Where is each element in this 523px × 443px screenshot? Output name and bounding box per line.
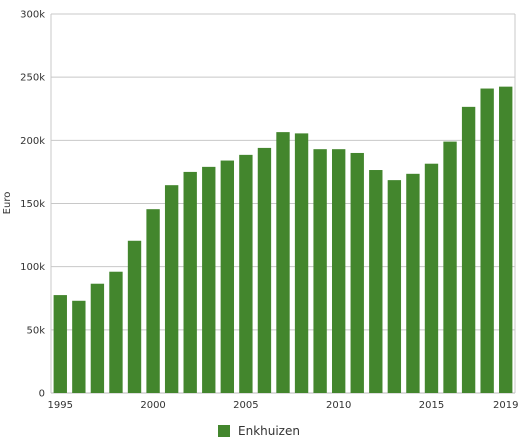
bar-1998[interactable] xyxy=(109,271,123,393)
legend[interactable]: Enkhuizen xyxy=(218,424,300,438)
bar-1995[interactable] xyxy=(53,295,67,393)
y-tick-label: 50k xyxy=(26,325,45,336)
x-tick-label: 2005 xyxy=(233,400,258,411)
legend-swatch xyxy=(218,425,230,437)
bar-2005[interactable] xyxy=(239,154,253,393)
x-tick-label: 2000 xyxy=(140,400,165,411)
x-tick-labels: 1995 2000 2005 2010 2015 2019 xyxy=(48,400,519,411)
bars xyxy=(53,86,513,394)
bar-2012[interactable] xyxy=(369,170,383,393)
x-tick-label: 1995 xyxy=(48,400,73,411)
bar-2007[interactable] xyxy=(276,132,290,393)
y-tick-label: 250k xyxy=(20,73,45,84)
x-tick-label: 2019 xyxy=(493,400,518,411)
bar-2002[interactable] xyxy=(183,171,197,393)
bar-2013[interactable] xyxy=(387,180,402,393)
x-tick-label: 2010 xyxy=(326,400,351,411)
y-tick-labels: 0 50k 100k 150k 200k 250k 300k xyxy=(20,10,45,400)
y-tick-label: 300k xyxy=(20,10,45,21)
bar-1996[interactable] xyxy=(72,300,86,393)
bar-2006[interactable] xyxy=(257,147,272,393)
bar-2000[interactable] xyxy=(146,209,160,393)
bar-2001[interactable] xyxy=(164,185,179,393)
y-axis-title: Euro xyxy=(2,192,13,215)
bar-2003[interactable] xyxy=(202,166,216,393)
y-tick-label: 200k xyxy=(20,136,45,147)
y-tick-label: 0 xyxy=(39,389,45,400)
bar-2015[interactable] xyxy=(424,163,439,393)
bar-1999[interactable] xyxy=(127,240,142,393)
bar-2017[interactable] xyxy=(461,106,476,393)
bar-2009[interactable] xyxy=(313,149,327,393)
legend-label: Enkhuizen xyxy=(238,424,300,438)
bar-2010[interactable] xyxy=(331,149,346,393)
y-tick-label: 100k xyxy=(20,262,45,273)
bar-2018[interactable] xyxy=(480,88,494,393)
bar-2014[interactable] xyxy=(406,173,420,393)
bar-2004[interactable] xyxy=(220,160,235,393)
bar-2011[interactable] xyxy=(350,152,364,393)
x-tick-label: 2015 xyxy=(419,400,444,411)
bar-2019[interactable] xyxy=(499,86,513,394)
y-tick-label: 150k xyxy=(20,199,45,210)
bar-2008[interactable] xyxy=(294,133,309,393)
bar-2016[interactable] xyxy=(443,141,457,393)
bar-1997[interactable] xyxy=(90,283,105,393)
